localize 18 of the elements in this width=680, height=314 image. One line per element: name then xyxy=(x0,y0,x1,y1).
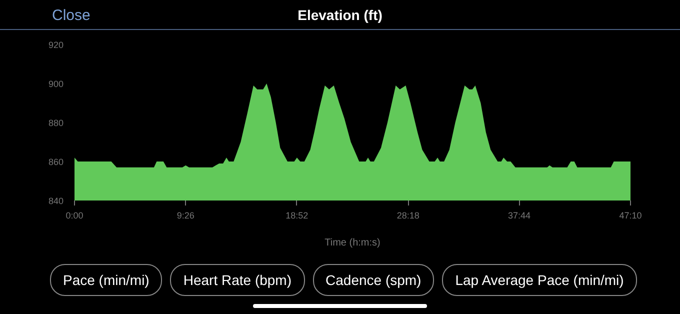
x-tick-label: 47:10 xyxy=(619,210,642,220)
text: Lap Average Pace (min/mi) xyxy=(442,264,637,296)
y-tick-label: 840 xyxy=(48,196,64,206)
y-tick-label: 860 xyxy=(48,157,64,167)
text: Heart Rate (bpm) xyxy=(170,264,305,296)
x-tick-label: 0:00 xyxy=(66,210,84,220)
x-tick-label: 37:44 xyxy=(508,210,531,220)
x-axis-title: Time (h:m:s) xyxy=(324,238,380,248)
y-tick-label: 900 xyxy=(48,79,64,89)
y-tick-label: 920 xyxy=(48,40,64,50)
y-tick-label: 880 xyxy=(48,118,64,128)
text: Pace (min/mi) xyxy=(50,264,162,296)
text: Cadence (spm) xyxy=(312,264,434,296)
x-tick-label: 9:26 xyxy=(176,210,194,220)
chart-title: Elevation (ft) xyxy=(298,7,382,23)
text: Close xyxy=(52,6,90,26)
x-tick-label: 18:52 xyxy=(286,210,308,220)
x-tick-label: 28:18 xyxy=(396,210,420,220)
